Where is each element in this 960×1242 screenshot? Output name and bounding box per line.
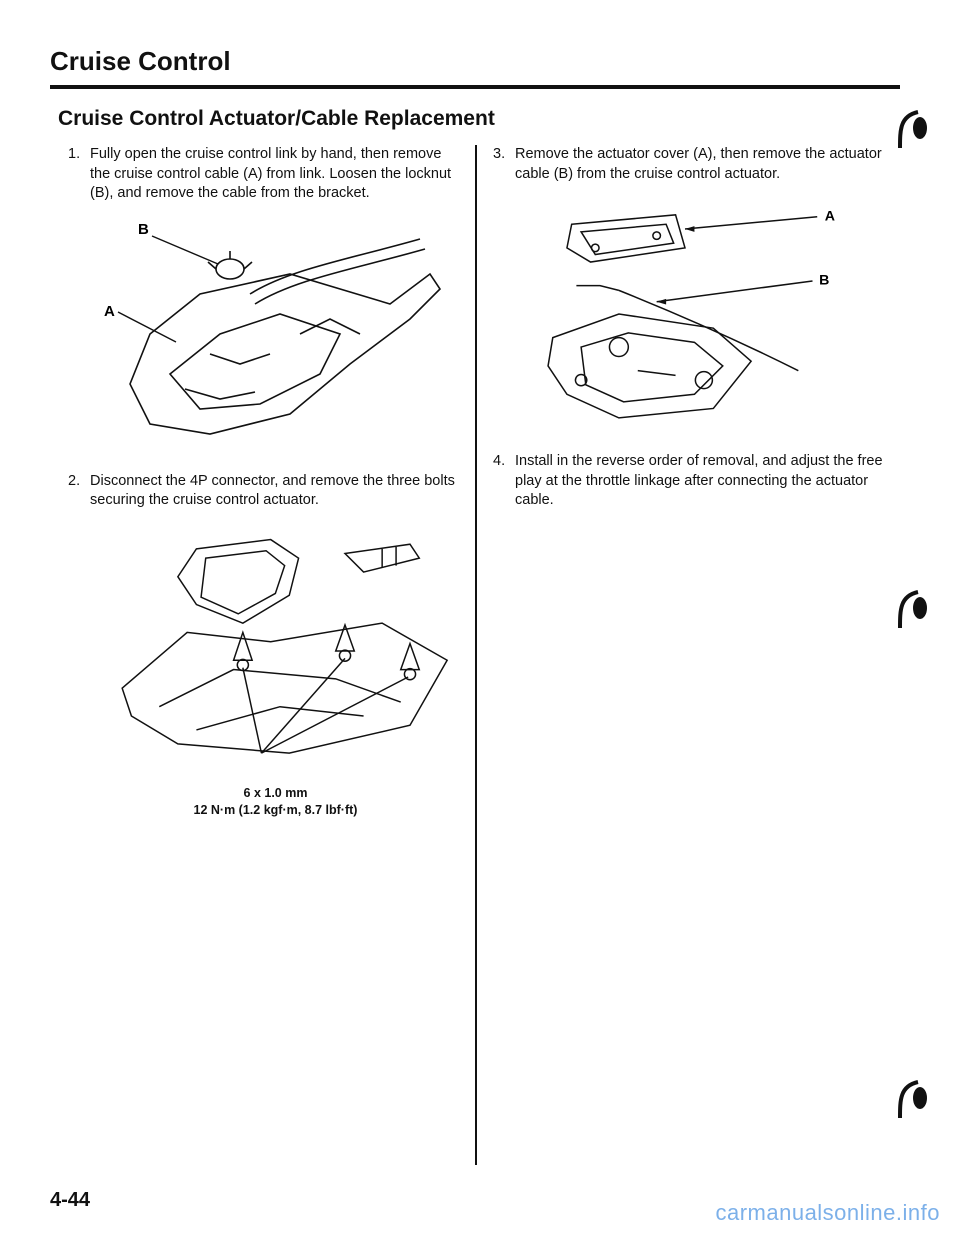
punch-hole-icon bbox=[898, 1080, 928, 1120]
step-4: Install in the reverse order of removal,… bbox=[493, 452, 886, 511]
section-rule bbox=[50, 85, 900, 89]
center-divider bbox=[475, 145, 477, 1165]
torque-line2: 12 N·m (1.2 kgf·m, 8.7 lbf·ft) bbox=[194, 803, 358, 817]
step-3-text: Remove the actuator cover (A), then remo… bbox=[515, 146, 882, 182]
step-4-text: Install in the reverse order of removal,… bbox=[515, 453, 883, 508]
punch-hole-icon bbox=[898, 110, 928, 150]
sub-title: Cruise Control Actuator/Cable Replacemen… bbox=[58, 107, 900, 131]
figure-2: 6 x 1.0 mm 12 N·m (1.2 kgf·m, 8.7 lbf·ft… bbox=[90, 521, 461, 819]
page-number: 4-44 bbox=[50, 1189, 90, 1212]
right-steps: Remove the actuator cover (A), then remo… bbox=[493, 145, 886, 511]
punch-hole-icon bbox=[898, 590, 928, 630]
figure-3: A B bbox=[515, 194, 886, 434]
watermark: carmanualsonline.info bbox=[715, 1200, 940, 1226]
left-column: Fully open the cruise control link by ha… bbox=[50, 145, 475, 837]
step-1: Fully open the cruise control link by ha… bbox=[68, 145, 461, 454]
page: Cruise Control Cruise Control Actuator/C… bbox=[0, 0, 960, 1242]
fig1-label-a: A bbox=[104, 303, 115, 320]
torque-spec: 6 x 1.0 mm 12 N·m (1.2 kgf·m, 8.7 lbf·ft… bbox=[90, 785, 461, 819]
figure-1: A B bbox=[90, 214, 461, 454]
fig1-label-b: B bbox=[138, 221, 149, 238]
fig3-label-a: A bbox=[825, 209, 835, 225]
two-column-layout: Fully open the cruise control link by ha… bbox=[50, 145, 900, 837]
step-3: Remove the actuator cover (A), then remo… bbox=[493, 145, 886, 434]
torque-line1: 6 x 1.0 mm bbox=[244, 786, 308, 800]
step-2: Disconnect the 4P connector, and remove … bbox=[68, 472, 461, 819]
fig3-label-b: B bbox=[819, 273, 829, 289]
right-column: Remove the actuator cover (A), then remo… bbox=[475, 145, 900, 837]
left-steps: Fully open the cruise control link by ha… bbox=[68, 145, 461, 819]
step-1-text: Fully open the cruise control link by ha… bbox=[90, 146, 451, 201]
step-2-text: Disconnect the 4P connector, and remove … bbox=[90, 473, 455, 509]
section-title: Cruise Control bbox=[50, 46, 900, 77]
